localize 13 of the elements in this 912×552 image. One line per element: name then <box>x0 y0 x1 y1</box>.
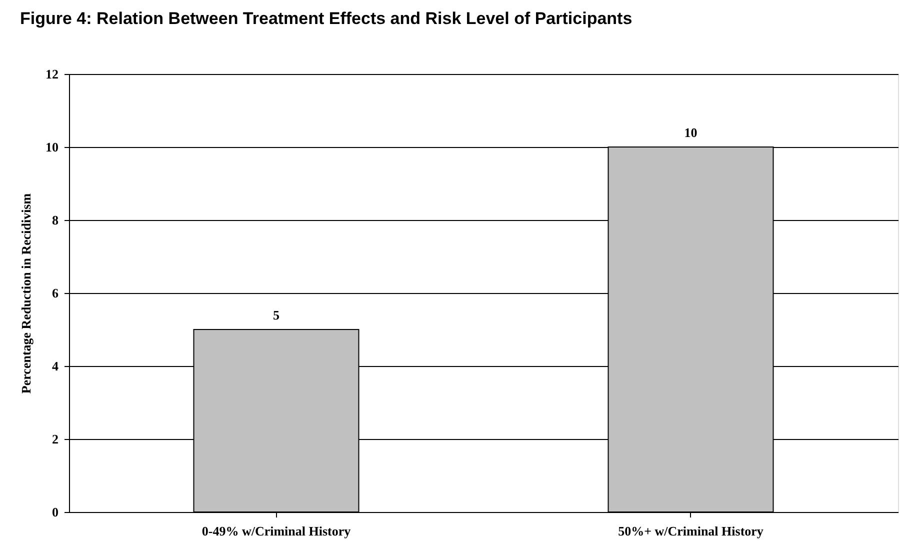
y-axis-title: Percentage Reduction in Recidivism <box>18 193 34 394</box>
y-tick-label: 6 <box>52 286 59 300</box>
data-label: 5 <box>273 308 280 322</box>
y-tick-label: 4 <box>52 358 59 374</box>
y-tick-label: 10 <box>46 140 58 154</box>
y-tick-label: 8 <box>52 212 59 228</box>
data-label: 10 <box>684 125 698 140</box>
x-tick-label: 50%+ w/Criminal History <box>618 524 764 538</box>
y-tick-label: 0 <box>52 504 58 520</box>
x-tick-label: 0-49% w/Criminal History <box>202 524 352 538</box>
chart-title: Figure 4: Relation Between Treatment Effects and Risk Level of Participants <box>20 9 632 28</box>
y-tick-label: 12 <box>46 66 58 82</box>
y-tick-label: 2 <box>52 432 58 446</box>
